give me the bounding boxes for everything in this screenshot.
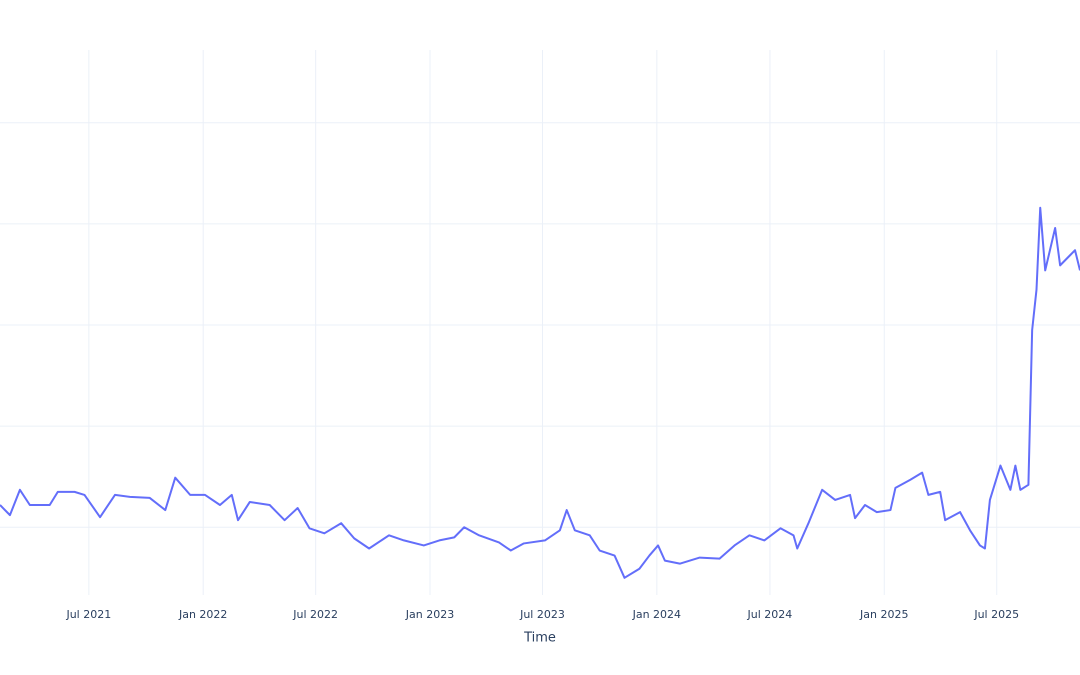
x-tick-label: Jul 2022 xyxy=(292,608,338,621)
x-tick-label: Jul 2024 xyxy=(747,608,793,621)
x-tick-label: Jul 2021 xyxy=(65,608,111,621)
x-tick-label: Jan 2025 xyxy=(859,608,908,621)
line xyxy=(0,206,1080,579)
x-tick-label: Jul 2025 xyxy=(973,608,1019,621)
x-tick-label: Jan 2024 xyxy=(632,608,681,621)
x-tick-label: Jan 2023 xyxy=(405,608,454,621)
grid xyxy=(0,50,1080,595)
x-tick-label: Jan 2022 xyxy=(178,608,227,621)
x-tick-label: Jul 2023 xyxy=(519,608,565,621)
x-axis-title: Time xyxy=(523,631,556,646)
